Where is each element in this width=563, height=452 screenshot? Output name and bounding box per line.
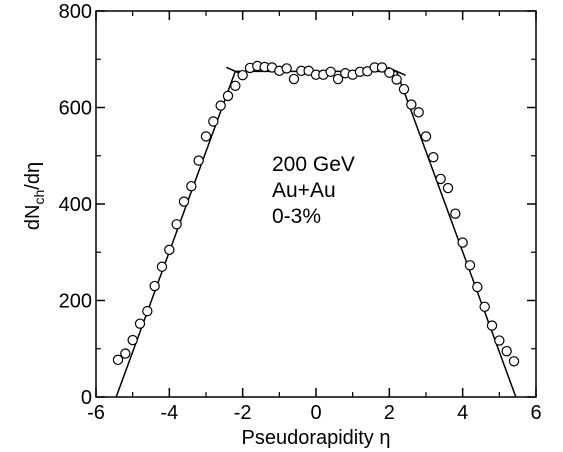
data-point — [450, 208, 461, 219]
data-point — [281, 63, 292, 74]
data-point — [208, 116, 219, 127]
x-tick-label: -4 — [160, 402, 178, 424]
data-point — [420, 131, 432, 142]
y-tick-label: 800 — [59, 1, 92, 23]
data-point — [171, 219, 182, 230]
annotation-energy: 200 GeV — [272, 153, 355, 176]
x-tick-label: 4 — [457, 402, 468, 424]
data-point — [435, 173, 446, 185]
data-point — [215, 100, 226, 111]
y-axis-title-main: dN — [22, 205, 44, 231]
data-point — [127, 334, 138, 346]
x-tick-label: -2 — [234, 402, 252, 424]
data-point — [376, 62, 388, 73]
data-point — [112, 354, 124, 366]
data-point — [142, 305, 153, 317]
data-point — [134, 318, 146, 329]
fit-line — [115, 70, 517, 398]
data-point — [472, 281, 483, 293]
data-point — [464, 260, 476, 271]
data-point — [164, 244, 175, 256]
plot-frame — [95, 10, 537, 398]
data-point — [222, 90, 234, 102]
annotation-centrality: 0-3% — [272, 205, 321, 228]
y-tick-label: 600 — [59, 98, 92, 120]
data-point — [120, 348, 131, 359]
data-point — [332, 73, 344, 85]
data-point — [230, 80, 241, 91]
x-axis-title: Pseudorapidity η — [242, 427, 391, 449]
data-point — [457, 237, 468, 248]
y-tick-label: 0 — [81, 387, 92, 409]
x-tick-label: 2 — [384, 402, 395, 424]
data-point — [200, 131, 212, 142]
data-point — [486, 320, 498, 331]
y-axis-title: dNch/dη — [22, 162, 47, 230]
y-tick-label: 400 — [59, 194, 92, 216]
data-point — [178, 196, 190, 207]
annotation-block: 200 GeV Au+Au 0-3% — [272, 153, 355, 228]
y-axis-title-tail: /dη — [22, 162, 44, 190]
data-point — [508, 356, 520, 367]
data-point — [479, 301, 490, 312]
data-point — [494, 335, 505, 346]
data-point — [406, 99, 417, 110]
data-point — [428, 151, 439, 163]
data-point — [391, 74, 402, 85]
data-point — [325, 66, 336, 77]
data-point — [501, 345, 512, 357]
data-point — [156, 261, 168, 272]
x-tick-label: 6 — [530, 402, 541, 424]
data-point — [186, 180, 197, 192]
data-point — [398, 83, 410, 95]
x-tick-label: 0 — [310, 402, 321, 424]
annotation-system: Au+Au — [272, 179, 336, 202]
data-point — [149, 280, 160, 292]
data-point — [288, 73, 300, 85]
data-point — [237, 69, 248, 81]
data-point — [442, 182, 454, 194]
y-tick-label: 200 — [59, 291, 92, 313]
data-point — [193, 155, 204, 166]
x-tick-label: -6 — [87, 402, 105, 424]
data-point — [384, 67, 395, 78]
ticks: -6 -4 -2 0 2 4 6 0 200 400 600 800 — [59, 1, 542, 424]
y-axis-title-subscript: ch — [31, 190, 47, 205]
data-point — [413, 107, 424, 118]
plot-area — [112, 60, 520, 398]
